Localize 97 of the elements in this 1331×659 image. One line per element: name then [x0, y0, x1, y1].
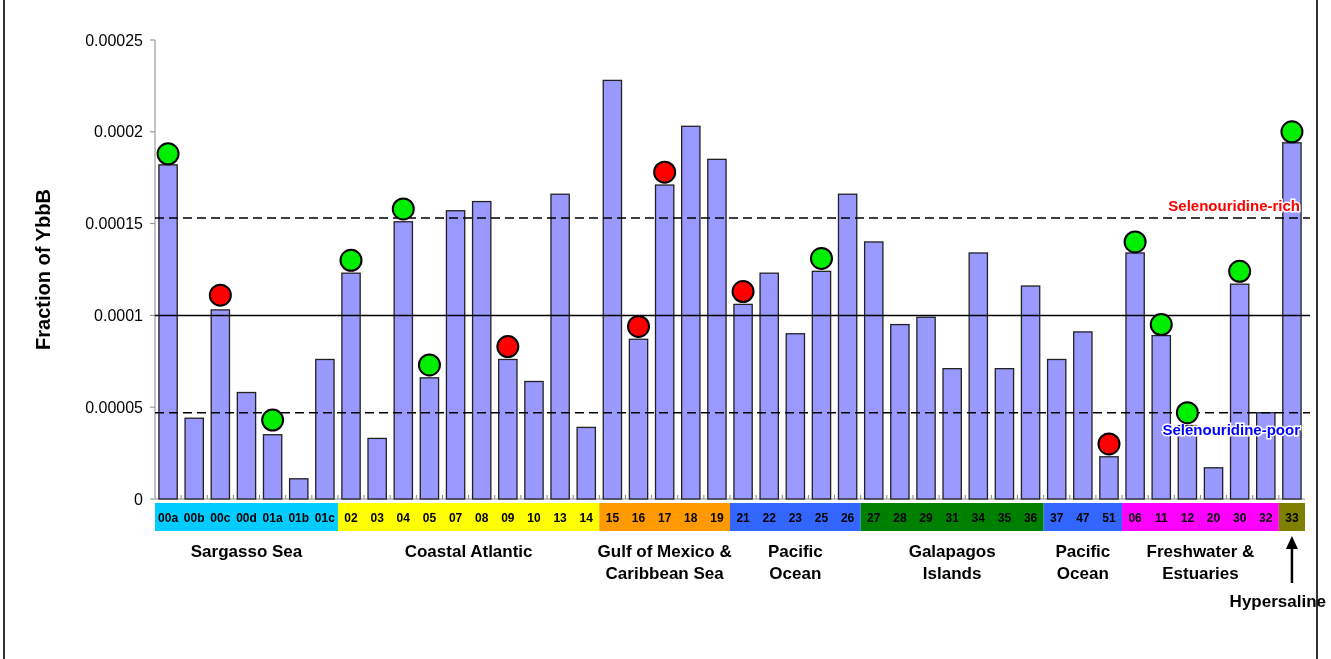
x-tick-label: 25 [814, 511, 829, 525]
x-tick-label: 32 [1259, 511, 1273, 525]
bar [994, 367, 1015, 500]
bar [1099, 456, 1119, 500]
x-tick-label: 08 [475, 511, 489, 525]
y-tick-label: 0 [134, 490, 144, 508]
bar [498, 358, 518, 500]
text: Galapagos Islands [908, 542, 996, 583]
x-tick-label: 01b [288, 511, 310, 525]
x-tick-label: 00b [183, 511, 205, 525]
x-tick-label: 37 [1050, 511, 1064, 525]
x-tick-label: 34 [971, 511, 986, 525]
x-tick-label: 47 [1076, 511, 1090, 525]
text: Freshwater & Estuaries [1146, 542, 1255, 583]
x-tick-label: 36 [1023, 511, 1038, 525]
bar [550, 193, 570, 500]
bar [471, 200, 492, 500]
bar [210, 309, 231, 500]
y-tick-label: 0.00025 [85, 31, 144, 49]
x-tick-label: 16 [631, 511, 646, 525]
bar [890, 323, 910, 500]
x-tick-label: 04 [396, 511, 411, 525]
x-tick-label: 29 [919, 511, 934, 525]
bar [315, 358, 335, 500]
x-tick-label: 00d [236, 511, 257, 525]
bar [785, 333, 806, 500]
x-tick-label: 31 [945, 511, 960, 525]
x-tick-label: 27 [867, 511, 881, 525]
bar [1073, 331, 1093, 500]
bar [1020, 285, 1041, 500]
x-tick-label: 12 [1180, 511, 1195, 525]
bar [837, 193, 858, 500]
bar [733, 303, 753, 500]
x-tick-label: 26 [840, 511, 855, 525]
x-tick-label: 22 [762, 511, 777, 525]
bar [811, 270, 832, 500]
bar [262, 434, 283, 500]
x-tick-label: 15 [605, 511, 620, 525]
bar [681, 125, 701, 500]
bar [602, 79, 623, 500]
x-tick-label: 35 [997, 511, 1012, 525]
bar [707, 158, 727, 500]
text: Pacific Ocean [1055, 542, 1111, 583]
x-tick-label: 17 [657, 511, 672, 525]
bar [1125, 252, 1145, 500]
y-tick-label: 0.0002 [94, 123, 144, 141]
x-tick-label: 18 [684, 511, 698, 525]
bar [628, 338, 649, 500]
bar [419, 377, 440, 500]
bar [968, 252, 989, 500]
text: Coastal Atlantic [404, 542, 533, 561]
bar [367, 437, 387, 500]
bar [654, 184, 675, 500]
x-tick-label: 21 [736, 511, 751, 525]
x-tick-label: 03 [370, 511, 385, 525]
bar [288, 478, 309, 500]
x-tick-label: 20 [1206, 511, 1221, 525]
bar [863, 241, 884, 500]
x-tick-label: 33 [1285, 511, 1299, 525]
bar [445, 210, 466, 500]
x-tick-label: 51 [1102, 511, 1116, 525]
bar [1203, 467, 1224, 500]
x-tick-label: 00c [210, 511, 231, 525]
x-tick-label: 11 [1154, 511, 1168, 525]
y-axis-title: Fraction of YbbB [32, 189, 54, 350]
x-tick-label: 07 [448, 511, 463, 525]
x-tick-label: 13 [553, 511, 568, 525]
bar [524, 380, 544, 500]
text: Sargasso Sea [190, 542, 303, 561]
x-tick-label: 23 [788, 511, 803, 525]
x-tick-label: 02 [344, 511, 359, 525]
x-tick-label: 19 [710, 511, 724, 525]
text: Gulf of Mexico & Caribbean Sea [597, 542, 732, 583]
x-tick-label: 09 [501, 511, 515, 525]
bar [236, 391, 257, 500]
bar [184, 417, 204, 500]
bar [341, 272, 361, 500]
x-tick-label: 10 [527, 511, 541, 525]
x-tick-label: 05 [422, 511, 437, 525]
bar [158, 164, 178, 500]
x-tick-label: 14 [579, 511, 594, 525]
x-tick-label: 30 [1232, 511, 1247, 525]
y-tick-label: 0.00005 [85, 398, 144, 416]
bar [1046, 358, 1067, 500]
bar [942, 367, 962, 500]
x-tick-label: 01c [314, 511, 336, 525]
y-tick-label: 0.00015 [85, 215, 144, 233]
x-tick-label: 06 [1128, 511, 1143, 525]
bar [576, 426, 597, 500]
text: Pacific Ocean [767, 542, 823, 583]
bar [759, 272, 779, 500]
x-tick-label: 28 [893, 511, 907, 525]
bar [393, 221, 414, 500]
x-tick-label: 01a [262, 511, 283, 525]
bar [916, 316, 936, 500]
y-tick-label: 0.0001 [94, 307, 144, 324]
x-tick-label: 00a [158, 511, 179, 525]
